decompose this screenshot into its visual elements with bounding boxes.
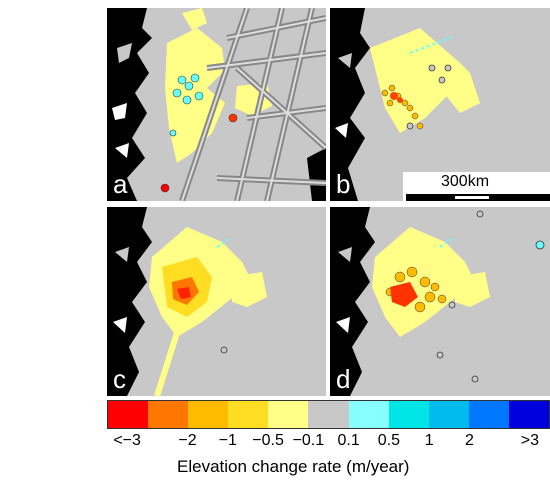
colorbar-cell xyxy=(308,401,349,428)
panel-label-c: c xyxy=(113,364,126,394)
panel-label-a: a xyxy=(113,169,128,199)
colorbar-tick-label: 1 xyxy=(424,432,434,449)
colorbar-cell xyxy=(468,401,509,428)
panel-label-d: d xyxy=(336,364,351,394)
colorbar-cell xyxy=(428,401,469,428)
colorbar-tick-label: <−3 xyxy=(113,432,141,449)
colorbar-cell xyxy=(508,401,550,428)
map-panel-a: a xyxy=(107,8,326,201)
colorbar-cell xyxy=(388,401,429,428)
map-panel-b: b xyxy=(330,8,550,201)
map-b-graphic xyxy=(330,8,480,201)
map-panel-d: d xyxy=(330,207,550,396)
colorbar-tick-label: −0.1 xyxy=(292,432,325,449)
colorbar-tick-label: 0.1 xyxy=(337,432,360,449)
colorbar-title: Elevation change rate (m/year) xyxy=(177,457,410,476)
scale-bar-tick xyxy=(455,196,489,199)
colorbar-tick-label: −2 xyxy=(178,432,197,449)
colorbar-tick-label: 0.5 xyxy=(377,432,401,449)
scale-bar: 300km xyxy=(403,172,550,206)
colorbar-cell xyxy=(108,401,149,428)
colorbar-cell xyxy=(228,401,269,428)
colorbar-tick-label: −0.5 xyxy=(252,432,284,449)
colorbar-tick-label: −1 xyxy=(218,432,237,449)
panel-label-b: b xyxy=(336,169,351,199)
scale-bar-label: 300km xyxy=(441,173,490,190)
colorbar-cell xyxy=(188,401,229,428)
map-a-graphic xyxy=(107,8,326,201)
map-panel-c: c xyxy=(107,207,326,396)
map-c-graphic xyxy=(107,207,267,396)
colorbar xyxy=(107,400,550,429)
map-d-graphic xyxy=(330,207,545,396)
colorbar-cell xyxy=(148,401,189,428)
colorbar-cell xyxy=(268,401,309,428)
colorbar-tick-label: 2 xyxy=(465,432,474,449)
colorbar-cell xyxy=(348,401,389,428)
colorbar-tick-label: >3 xyxy=(520,432,539,449)
